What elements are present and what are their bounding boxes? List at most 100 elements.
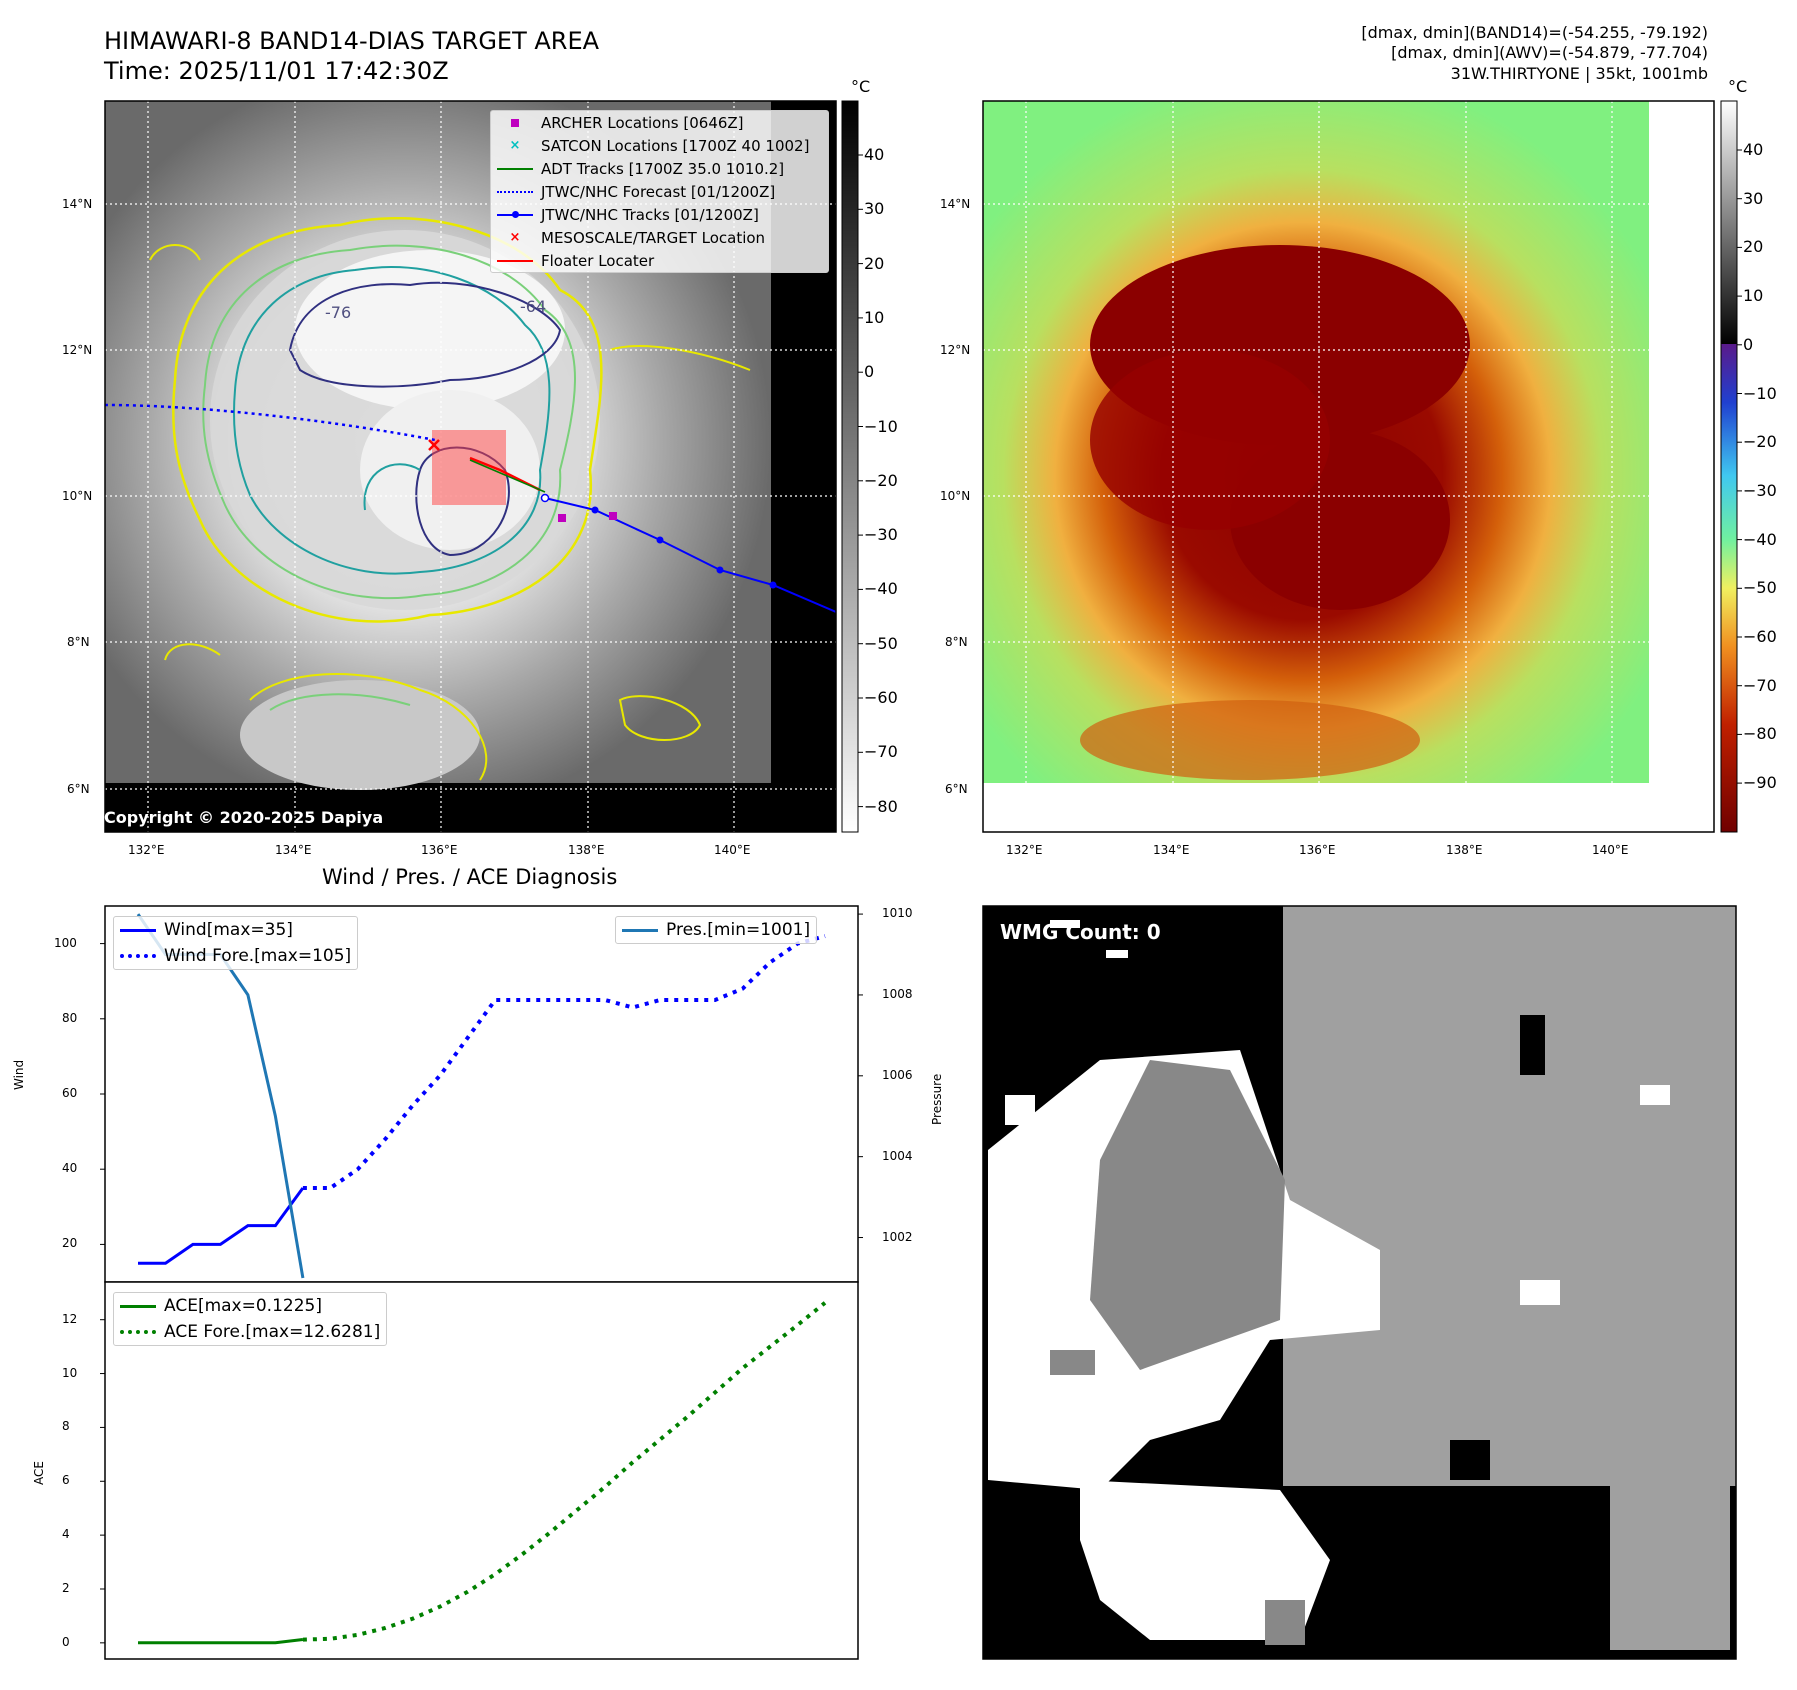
colorbar-left-label: −20 <box>864 470 898 490</box>
lon-tick-132-r: 132°E <box>1006 843 1043 857</box>
info-storm: 31W.THIRTYONE | 35kt, 1001mb <box>1450 64 1708 83</box>
lat-tick-12-r: 12°N <box>940 343 971 357</box>
colorbar-right-bottom <box>1721 344 1737 832</box>
lon-tick-132: 132°E <box>128 843 165 857</box>
pressure-tick-label: 1010 <box>882 906 913 921</box>
pres-legend: Pres.[min=1001] <box>615 916 818 944</box>
colorbar-right-label: −50 <box>1743 578 1777 598</box>
info-awv: [dmax, dmin](AWV)=(-54.879, -77.704) <box>1391 43 1708 62</box>
pressure-ylabel: Pressure <box>930 1073 944 1125</box>
legend-floater: Floater Locater <box>491 249 828 272</box>
ace-ylabel: ACE <box>32 1461 46 1485</box>
legend-mesoscale: × MESOSCALE/TARGET Location <box>509 228 766 247</box>
series-line-2-0 <box>138 1638 304 1645</box>
copyright: Copyright © 2020-2025 Dapiya <box>104 808 384 827</box>
colorbar-right-label: 10 <box>1743 286 1764 306</box>
pressure-tick-label: 1008 <box>882 986 913 1001</box>
colorbar-left-label: −80 <box>864 796 898 816</box>
lon-tick-136: 136°E <box>421 843 458 857</box>
ace-legend: ACE[max=0.1225] ACE Fore.[max=12.6281] <box>113 1292 388 1346</box>
lat-tick-8-r: 8°N <box>945 635 968 649</box>
legend-label: Pres.[min=1001] <box>666 920 811 940</box>
legend-label: Wind Fore.[max=105] <box>164 946 352 966</box>
legend-wind-fore: Wind Fore.[max=105] <box>114 943 357 969</box>
colorbar-left-label: 20 <box>864 253 885 273</box>
wind-legend: Wind[max=35] Wind Fore.[max=105] <box>113 916 359 970</box>
legend-label: ACE Fore.[max=12.6281] <box>164 1322 381 1342</box>
diag-subtitle: Wind / Pres. / ACE Diagnosis <box>322 865 618 889</box>
chart-time: Time: 2025/11/01 17:42:30Z <box>104 57 449 85</box>
contour-label: -64 <box>520 297 546 316</box>
lat-tick-6-r: 6°N <box>945 782 968 796</box>
colorbar-right-label: 40 <box>1743 140 1764 159</box>
colorbar-left-label: −10 <box>864 416 898 436</box>
legend-adt: ADT Tracks [1700Z 35.0 1010.2] <box>491 157 828 180</box>
lat-tick-14: 14°N <box>62 197 93 211</box>
wind-ylabel: Wind <box>12 1059 26 1090</box>
lon-tick-138: 138°E <box>568 843 605 857</box>
ace-tick-label: 4 <box>62 1527 70 1542</box>
map-legend: ARCHER Locations [0646Z] × SATCON Locatio… <box>490 110 829 273</box>
ace-tick-label: 0 <box>62 1634 70 1649</box>
legend-wind: Wind[max=35] <box>114 917 357 943</box>
pressure-tick-label: 1002 <box>882 1229 913 1244</box>
colorbar-right-label: 0 <box>1743 334 1754 354</box>
ace-tick-label: 2 <box>62 1580 70 1595</box>
wind-tick-label: 40 <box>62 1161 78 1176</box>
lat-tick-12: 12°N <box>62 343 93 357</box>
legend-label: JTWC/NHC Forecast [01/1200Z] <box>541 182 776 201</box>
legend-label: Floater Locater <box>541 251 655 270</box>
lon-tick-134: 134°E <box>275 843 312 857</box>
colorbar-right-label: −80 <box>1743 724 1777 744</box>
legend-pres: Pres.[min=1001] <box>616 917 816 943</box>
legend-archer: ARCHER Locations [0646Z] <box>491 111 828 134</box>
legend-satcon: × SATCON Locations [1700Z 40 1002] <box>509 136 810 155</box>
colorbar-right-label: −20 <box>1743 432 1777 452</box>
chart-title: HIMAWARI-8 BAND14-DIAS TARGET AREA <box>104 27 600 55</box>
legend-ace-fore: ACE Fore.[max=12.6281] <box>114 1319 386 1345</box>
wind-tick-label: 80 <box>62 1010 78 1025</box>
ace-tick-label: 6 <box>62 1473 70 1488</box>
colorbar-right-label: −70 <box>1743 675 1777 695</box>
ace-tick-label: 8 <box>62 1419 70 1434</box>
wind-tick-label: 60 <box>62 1086 78 1100</box>
colorbar-right-label: −60 <box>1743 627 1777 646</box>
colorbar-left-label: −40 <box>864 579 898 599</box>
legend-label: MESOSCALE/TARGET Location <box>541 228 766 247</box>
lon-tick-136-r: 136°E <box>1299 843 1336 857</box>
colorbar-right-label: 20 <box>1743 237 1764 257</box>
ir-map: -76 -64 <box>105 101 836 832</box>
legend-label: Wind[max=35] <box>164 920 293 940</box>
colorbar-left-unit: °C <box>851 77 871 96</box>
pressure-tick-label: 1004 <box>882 1148 913 1163</box>
legend-label: ARCHER Locations [0646Z] <box>541 113 744 132</box>
legend-ace: ACE[max=0.1225] <box>114 1293 386 1319</box>
lat-tick-10-r: 10°N <box>940 489 971 503</box>
legend-jtwc-tracks: JTWC/NHC Tracks [01/1200Z] <box>491 203 828 226</box>
lon-tick-138-r: 138°E <box>1446 843 1483 857</box>
legend-label: SATCON Locations [1700Z 40 1002] <box>541 136 810 155</box>
lat-tick-14-r: 14°N <box>940 197 971 211</box>
colorbar-left-label: −60 <box>864 688 898 707</box>
colorbar-right-label: −90 <box>1743 773 1777 793</box>
colorbar-left-label: −50 <box>864 633 898 653</box>
wmg-count: WMG Count: 0 <box>1000 920 1161 944</box>
wind-tick-label: 100 <box>54 935 77 950</box>
lat-tick-6: 6°N <box>67 782 90 796</box>
series-line-0-0 <box>138 1187 305 1265</box>
colorbar-right-label: 30 <box>1743 188 1764 208</box>
colorbar-left-label: 30 <box>864 199 885 219</box>
lon-tick-140: 140°E <box>714 843 751 857</box>
legend-label: ADT Tracks [1700Z 35.0 1010.2] <box>541 159 785 178</box>
series-line-2-1 <box>302 1301 827 1642</box>
colorbar-left-label: −30 <box>864 525 898 545</box>
pressure-tick-label: 1006 <box>882 1067 913 1082</box>
colorbar-right-label: −30 <box>1743 480 1777 500</box>
contour-label: -76 <box>325 303 351 322</box>
legend-jtwc-forecast: JTWC/NHC Forecast [01/1200Z] <box>491 180 828 203</box>
colorbar-right-label: −10 <box>1743 383 1777 403</box>
lon-tick-134-r: 134°E <box>1153 843 1190 857</box>
lat-tick-8: 8°N <box>67 635 90 649</box>
colorbar-left-label: 10 <box>864 307 885 327</box>
